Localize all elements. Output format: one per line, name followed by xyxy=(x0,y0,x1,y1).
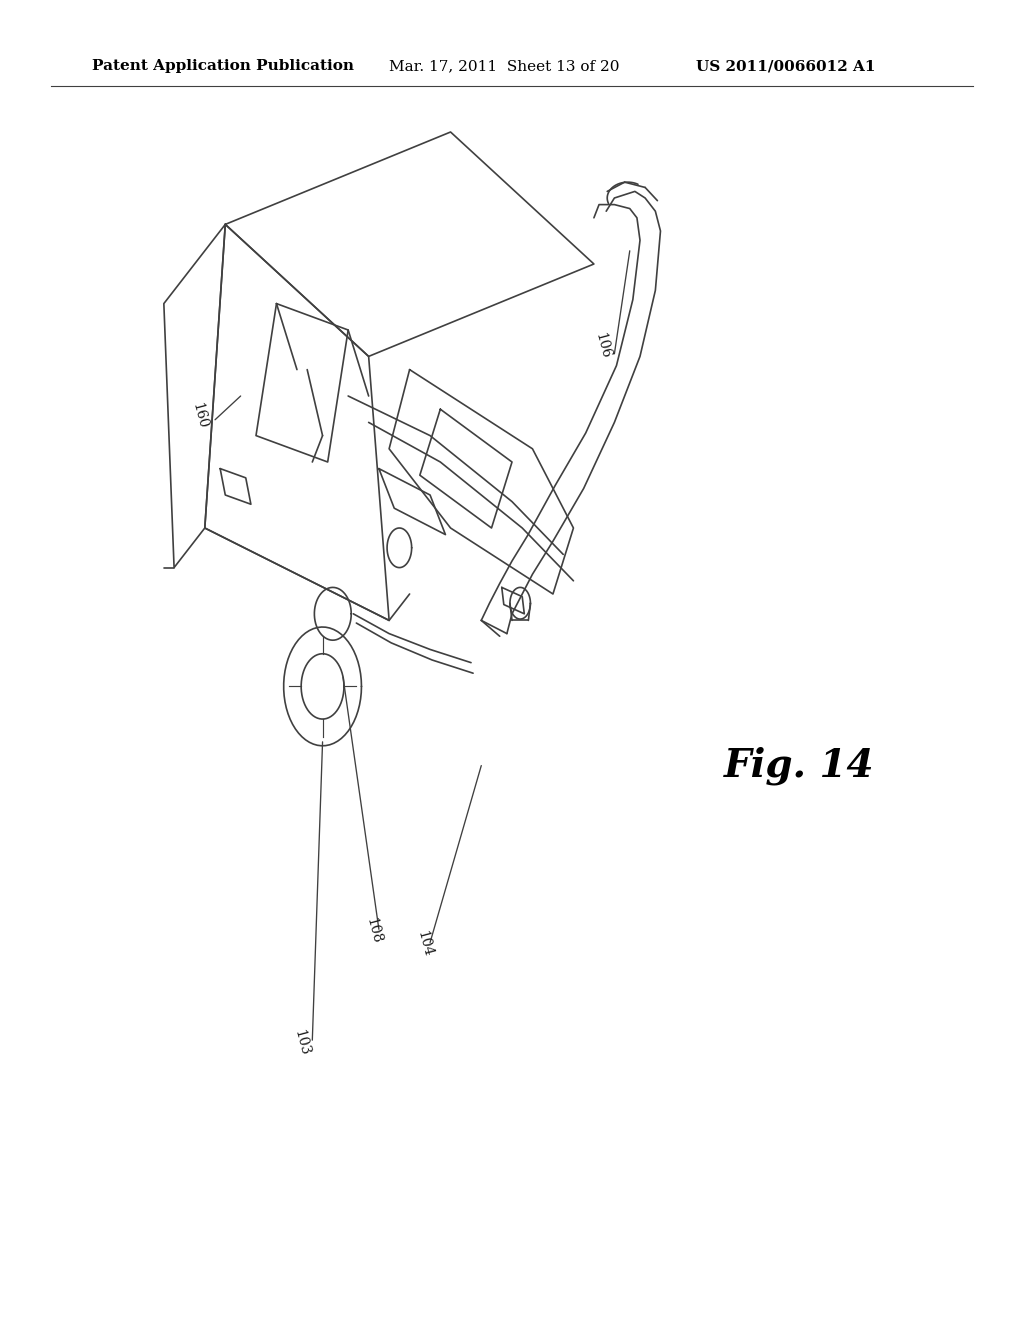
Text: Patent Application Publication: Patent Application Publication xyxy=(92,59,354,74)
Text: 104: 104 xyxy=(415,929,435,958)
Text: 103: 103 xyxy=(292,1028,312,1057)
Text: 160: 160 xyxy=(189,401,210,430)
Text: Fig. 14: Fig. 14 xyxy=(724,746,873,785)
Text: 108: 108 xyxy=(364,916,384,945)
Text: 106: 106 xyxy=(592,331,612,360)
Text: US 2011/0066012 A1: US 2011/0066012 A1 xyxy=(696,59,876,74)
Text: Mar. 17, 2011  Sheet 13 of 20: Mar. 17, 2011 Sheet 13 of 20 xyxy=(389,59,620,74)
